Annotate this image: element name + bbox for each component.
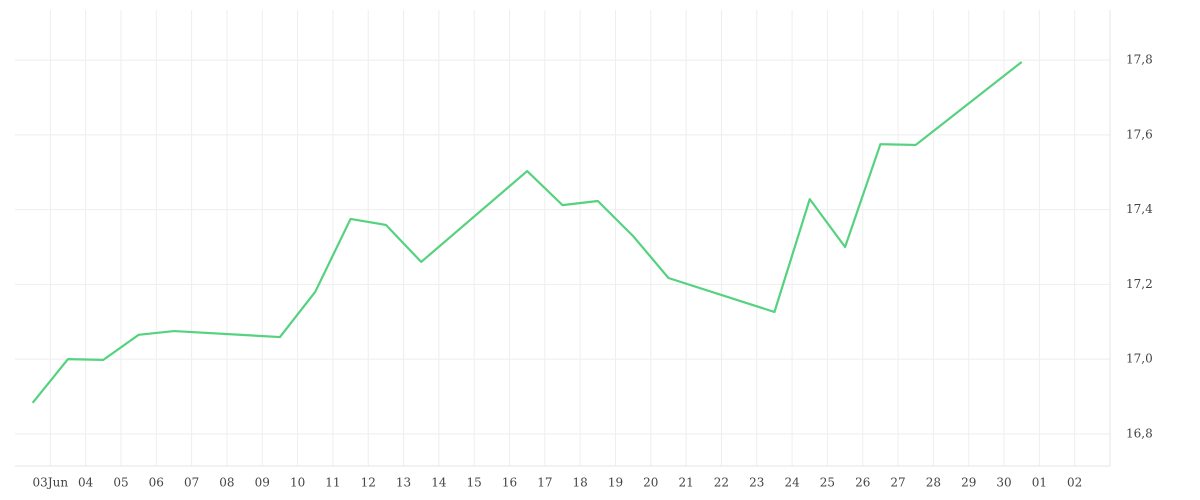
x-tick-label: 13 xyxy=(396,476,411,490)
line-series xyxy=(31,61,1023,404)
x-tick-label: 23 xyxy=(749,476,764,490)
x-tick-label: 21 xyxy=(678,476,693,490)
x-tick-label: 05 xyxy=(113,476,128,490)
x-tick-label: 14 xyxy=(431,476,447,490)
x-tick-label: 27 xyxy=(890,476,905,490)
x-tick-label: 02 xyxy=(1067,476,1082,490)
x-tick-label: 06 xyxy=(149,476,164,490)
x-tick-label: 11 xyxy=(325,476,340,490)
x-tick-label: 17 xyxy=(537,476,552,490)
x-tick-label: 08 xyxy=(219,476,234,490)
x-tick-label: 25 xyxy=(820,476,835,490)
x-tick-label: 16 xyxy=(502,476,517,490)
x-tick-label: 01 xyxy=(1032,476,1047,490)
y-tick-label: 17,0 xyxy=(1126,352,1153,366)
x-tick-label: 15 xyxy=(467,476,482,490)
y-tick-label: 16,8 xyxy=(1126,426,1153,440)
y-tick-label: 17,2 xyxy=(1126,277,1153,291)
x-tick-label: 07 xyxy=(184,476,199,490)
x-tick-label: 09 xyxy=(255,476,270,490)
x-tick-label: 28 xyxy=(926,476,941,490)
x-tick-label: 04 xyxy=(78,476,94,490)
y-tick-label: 17,6 xyxy=(1126,127,1153,141)
x-tick-label: 18 xyxy=(573,476,588,490)
y-tick-label: 17,4 xyxy=(1126,202,1153,216)
x-tick-label: 03Jun xyxy=(33,476,69,490)
y-tick-label: 17,8 xyxy=(1126,53,1153,67)
x-tick-label: 12 xyxy=(361,476,376,490)
x-tick-label: 20 xyxy=(643,476,658,490)
x-tick-label: 29 xyxy=(961,476,976,490)
x-tick-label: 26 xyxy=(855,476,870,490)
x-tick-label: 30 xyxy=(996,476,1011,490)
x-tick-label: 22 xyxy=(714,476,729,490)
x-tick-label: 24 xyxy=(784,476,800,490)
x-tick-label: 10 xyxy=(290,476,305,490)
x-tick-label: 19 xyxy=(608,476,623,490)
